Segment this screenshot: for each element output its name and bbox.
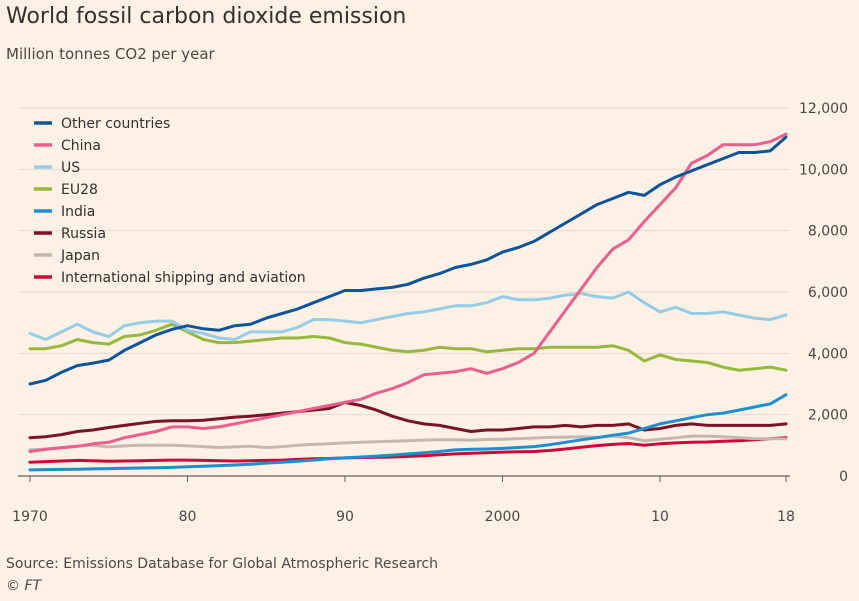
series-line-other-countries bbox=[28, 135, 788, 386]
legend-label-other-countries: Other countries bbox=[61, 116, 170, 132]
y-tick-label-4: 8,000 bbox=[808, 224, 848, 240]
x-tick-label-4: 10 bbox=[651, 509, 669, 525]
legend-label-japan: Japan bbox=[60, 248, 100, 264]
legend-label-eu28: EU28 bbox=[61, 182, 98, 198]
chart-credit: © FT bbox=[6, 578, 42, 594]
x-tick-label-2: 90 bbox=[336, 509, 354, 525]
series-line-international-shipping-and-aviation bbox=[28, 436, 788, 464]
series-line-us bbox=[28, 290, 788, 341]
series-line-russia bbox=[28, 400, 788, 440]
legend-label-india: India bbox=[61, 204, 95, 220]
legend-label-us: US bbox=[61, 160, 80, 176]
y-tick-label-6: 12,000 bbox=[799, 101, 848, 117]
series-line-india bbox=[28, 393, 788, 472]
chart-source: Source: Emissions Database for Global At… bbox=[6, 556, 439, 572]
legend-label-china: China bbox=[61, 138, 101, 154]
chart-subtitle: Million tonnes CO2 per year bbox=[6, 45, 215, 63]
y-tick-label-2: 4,000 bbox=[808, 346, 848, 362]
series-line-japan bbox=[28, 434, 788, 452]
x-tick-label-5: 18 bbox=[777, 509, 795, 525]
y-tick-label-3: 6,000 bbox=[808, 285, 848, 301]
series-line-china bbox=[28, 132, 788, 453]
chart-title: World fossil carbon dioxide emission bbox=[6, 4, 407, 29]
legend-label-international-shipping-and-aviation: International shipping and aviation bbox=[61, 270, 306, 286]
x-tick-label-3: 2000 bbox=[485, 509, 521, 525]
x-tick-label-1: 80 bbox=[179, 509, 197, 525]
series-line-eu28 bbox=[28, 322, 788, 372]
x-tick-label-0: 1970 bbox=[12, 509, 48, 525]
y-tick-label-0: 0 bbox=[839, 469, 848, 485]
y-tick-label-5: 10,000 bbox=[799, 162, 848, 178]
legend-label-russia: Russia bbox=[61, 226, 106, 242]
y-tick-label-1: 2,000 bbox=[808, 408, 848, 424]
